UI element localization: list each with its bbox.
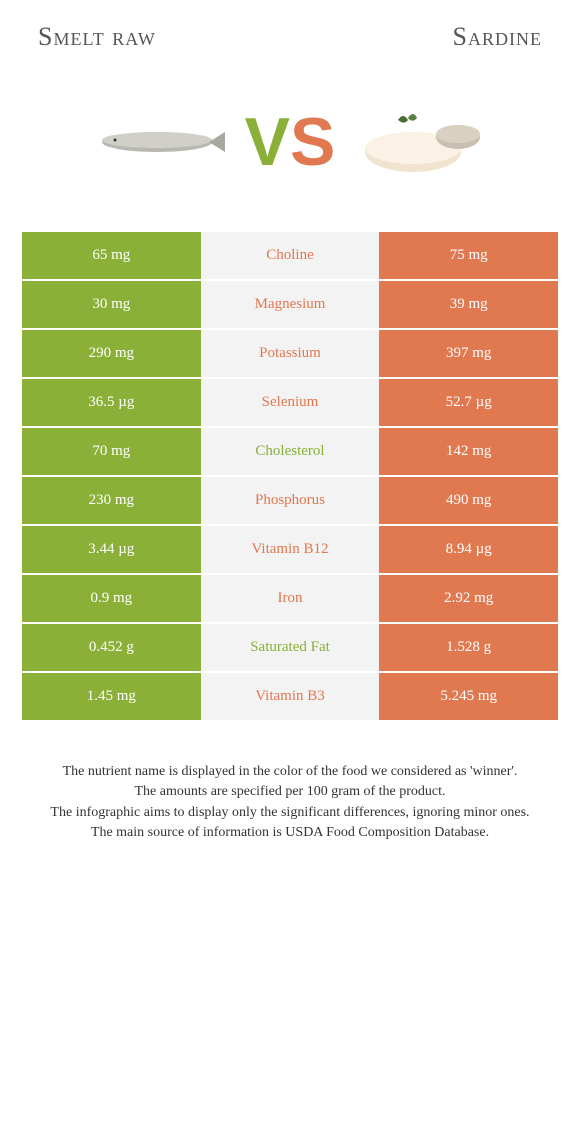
smelt-image: [87, 92, 227, 192]
value-right: 1.528 g: [379, 624, 558, 671]
table-row: 65 mgCholine75 mg: [22, 232, 558, 281]
table-row: 36.5 µgSelenium52.7 µg: [22, 379, 558, 428]
nutrient-table: 65 mgCholine75 mg30 mgMagnesium39 mg290 …: [22, 232, 558, 722]
value-left: 70 mg: [22, 428, 201, 475]
header: Smelt raw Sardine: [0, 0, 580, 62]
vs-row: VS: [0, 62, 580, 232]
nutrient-label: Vitamin B12: [201, 526, 380, 573]
nutrient-label: Vitamin B3: [201, 673, 380, 720]
value-right: 490 mg: [379, 477, 558, 524]
footnote-3: The infographic aims to display only the…: [30, 803, 550, 823]
value-right: 5.245 mg: [379, 673, 558, 720]
value-right: 2.92 mg: [379, 575, 558, 622]
nutrient-label: Phosphorus: [201, 477, 380, 524]
vs-label: VS: [245, 103, 336, 181]
table-row: 3.44 µgVitamin B128.94 µg: [22, 526, 558, 575]
value-right: 8.94 µg: [379, 526, 558, 573]
value-right: 142 mg: [379, 428, 558, 475]
title-right: Sardine: [453, 22, 542, 52]
nutrient-label: Choline: [201, 232, 380, 279]
value-left: 30 mg: [22, 281, 201, 328]
value-right: 39 mg: [379, 281, 558, 328]
vs-v: V: [245, 103, 290, 181]
value-right: 75 mg: [379, 232, 558, 279]
footnote-4: The main source of information is USDA F…: [30, 823, 550, 843]
sardine-image: [353, 92, 493, 192]
nutrient-label: Saturated Fat: [201, 624, 380, 671]
nutrient-label: Magnesium: [201, 281, 380, 328]
value-left: 3.44 µg: [22, 526, 201, 573]
table-row: 230 mgPhosphorus490 mg: [22, 477, 558, 526]
value-left: 36.5 µg: [22, 379, 201, 426]
table-row: 0.452 gSaturated Fat1.528 g: [22, 624, 558, 673]
nutrient-label: Potassium: [201, 330, 380, 377]
value-right: 52.7 µg: [379, 379, 558, 426]
value-left: 1.45 mg: [22, 673, 201, 720]
footnote-2: The amounts are specified per 100 gram o…: [30, 782, 550, 802]
nutrient-label: Cholesterol: [201, 428, 380, 475]
title-left: Smelt raw: [38, 22, 156, 52]
footnotes: The nutrient name is displayed in the co…: [0, 722, 580, 863]
table-row: 0.9 mgIron2.92 mg: [22, 575, 558, 624]
value-left: 230 mg: [22, 477, 201, 524]
value-left: 290 mg: [22, 330, 201, 377]
footnote-1: The nutrient name is displayed in the co…: [30, 762, 550, 782]
table-row: 70 mgCholesterol142 mg: [22, 428, 558, 477]
table-row: 290 mgPotassium397 mg: [22, 330, 558, 379]
table-row: 1.45 mgVitamin B35.245 mg: [22, 673, 558, 722]
nutrient-label: Iron: [201, 575, 380, 622]
nutrient-label: Selenium: [201, 379, 380, 426]
value-left: 0.452 g: [22, 624, 201, 671]
vs-s: S: [290, 103, 335, 181]
value-left: 65 mg: [22, 232, 201, 279]
table-row: 30 mgMagnesium39 mg: [22, 281, 558, 330]
value-right: 397 mg: [379, 330, 558, 377]
value-left: 0.9 mg: [22, 575, 201, 622]
